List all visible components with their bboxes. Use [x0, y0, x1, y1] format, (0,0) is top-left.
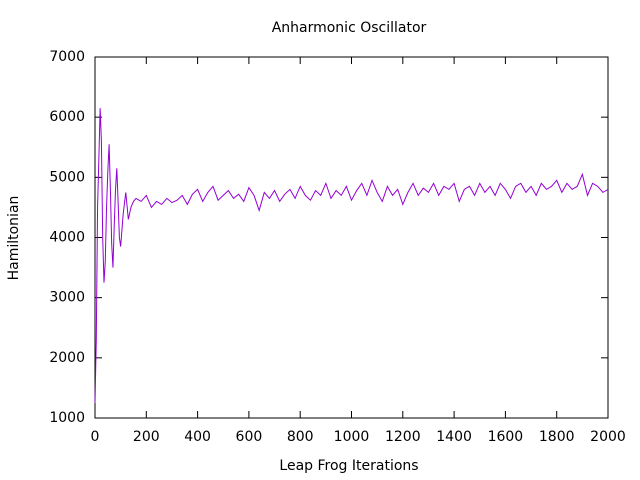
y-tick-label: 1000 — [49, 410, 85, 426]
y-tick-label: 4000 — [49, 230, 85, 246]
y-axis-label: Hamiltonian — [6, 196, 22, 281]
x-tick-label: 1200 — [385, 429, 421, 445]
x-tick-label: 1600 — [488, 429, 524, 445]
x-tick-label: 1800 — [539, 429, 575, 445]
x-tick-label: 800 — [287, 429, 314, 445]
chart-title: Anharmonic Oscillator — [272, 20, 427, 36]
x-tick-label: 1000 — [334, 429, 370, 445]
plot-border — [94, 56, 609, 419]
x-tick-label: 400 — [184, 429, 211, 445]
x-tick-label: 600 — [236, 429, 263, 445]
y-tick-label: 6000 — [49, 109, 85, 125]
y-tick-label: 5000 — [49, 169, 85, 185]
y-tick-label: 2000 — [49, 350, 85, 366]
x-axis-label: Leap Frog Iterations — [279, 458, 418, 474]
y-tick-label: 3000 — [49, 290, 85, 306]
x-tick-label: 1400 — [436, 429, 472, 445]
x-tick-label: 2000 — [590, 429, 626, 445]
y-tick-label: 7000 — [49, 49, 85, 65]
data-line — [94, 108, 609, 403]
x-tick-label: 0 — [91, 429, 100, 445]
x-tick-label: 200 — [133, 429, 160, 445]
